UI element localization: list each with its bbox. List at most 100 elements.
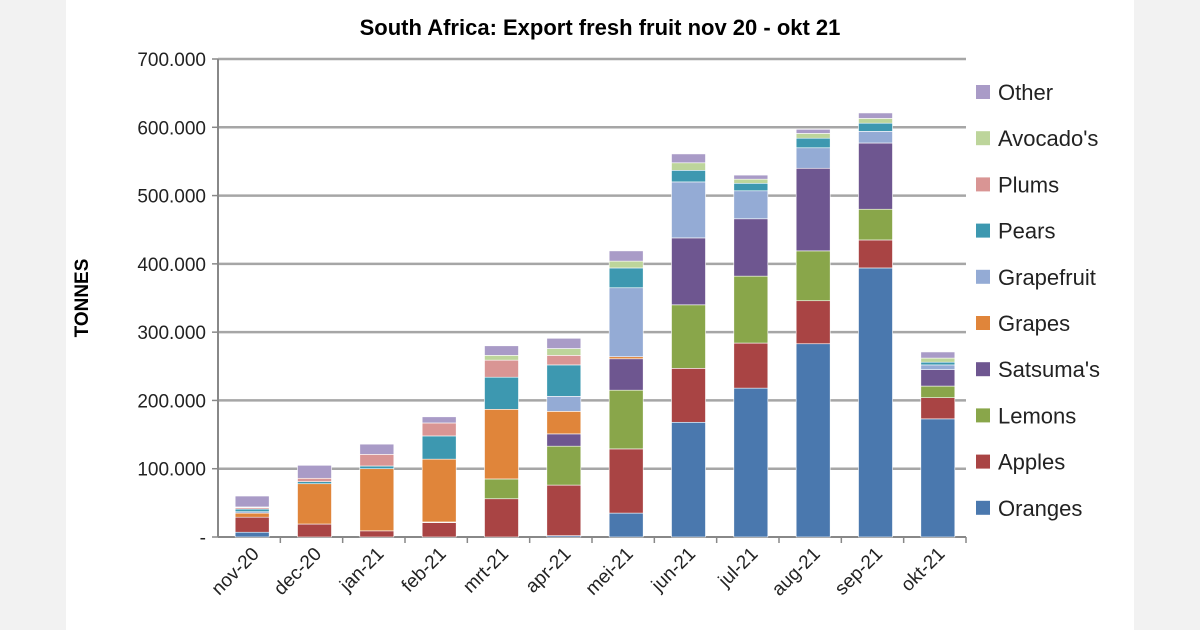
bar-segment-oranges bbox=[733, 387, 769, 538]
x-tick-label: aug-21 bbox=[768, 544, 825, 601]
bar-segment-grapes bbox=[421, 458, 457, 523]
bar-segment-grapes bbox=[297, 483, 332, 525]
legend-label: Grapes bbox=[998, 311, 1070, 336]
bar-segment-oranges bbox=[234, 531, 270, 538]
y-tick-label: 100.000 bbox=[137, 460, 206, 481]
legend-swatch bbox=[976, 362, 990, 377]
bar-segment-apples bbox=[297, 523, 332, 538]
bar-segment-apples bbox=[920, 397, 956, 420]
bar-segment-other bbox=[546, 337, 582, 349]
bar-segment-grapes bbox=[546, 411, 582, 435]
bar-segment-pears bbox=[484, 376, 519, 410]
bar-segment-pears bbox=[421, 435, 457, 460]
bar-segment-other bbox=[795, 129, 831, 134]
legend-swatch bbox=[976, 85, 990, 99]
bar-segment-lemons bbox=[546, 445, 582, 486]
bar-segment-satsumas bbox=[858, 142, 893, 210]
bar-segment-pears bbox=[671, 170, 706, 183]
bar-segment-lemons bbox=[733, 275, 769, 344]
y-axis-label: TONNES bbox=[72, 259, 93, 338]
x-tick-label: nov-20 bbox=[208, 544, 264, 600]
legend-label: Plums bbox=[998, 172, 1059, 197]
bar-segment-grapes bbox=[608, 356, 644, 360]
bar-segment-apples bbox=[733, 342, 769, 389]
bar-segment-other bbox=[484, 345, 519, 356]
bar-segment-apples bbox=[359, 530, 395, 538]
bar-segment-other bbox=[608, 250, 644, 262]
chart-title: South Africa: Export fresh fruit nov 20 … bbox=[360, 15, 841, 40]
legend-label: Other bbox=[998, 80, 1053, 105]
bar-segment-avocados bbox=[795, 133, 831, 139]
bar-segment-oranges bbox=[795, 343, 831, 538]
x-tick-label: mrt-21 bbox=[459, 544, 513, 598]
x-tick-label: dec-20 bbox=[270, 544, 326, 600]
bar-segment-lemons bbox=[671, 304, 706, 369]
bar-segment-pears bbox=[858, 122, 893, 132]
y-tick-label: 600.000 bbox=[137, 118, 206, 139]
bar-segment-satsumas bbox=[546, 433, 582, 447]
bar-segment-lemons bbox=[920, 385, 956, 398]
bar-segment-apples bbox=[608, 448, 644, 514]
bar-segment-plums bbox=[484, 359, 519, 378]
bar-segment-avocados bbox=[608, 260, 644, 269]
bar-segment-oranges bbox=[858, 267, 893, 538]
bar-segment-other bbox=[733, 174, 769, 180]
bar-segment-pears bbox=[297, 481, 332, 485]
x-tick-label: okt-21 bbox=[897, 544, 949, 596]
x-tick-label: jun-21 bbox=[647, 544, 700, 597]
bar-segment-oranges bbox=[608, 512, 644, 538]
bar-segment-avocados bbox=[484, 355, 519, 361]
y-tick-label: 400.000 bbox=[137, 255, 206, 276]
bar-segment-plums bbox=[546, 355, 582, 366]
bar-segment-pears bbox=[795, 137, 831, 149]
bar-segment-apples bbox=[546, 484, 582, 536]
bar-segment-grapes bbox=[359, 468, 395, 532]
page-margin-right bbox=[1134, 0, 1200, 630]
legend-label: Grapefruit bbox=[998, 265, 1096, 290]
bar-segment-avocados bbox=[858, 118, 893, 124]
bar-segment-other bbox=[234, 495, 270, 508]
x-tick-label: feb-21 bbox=[398, 544, 451, 597]
bar-segment-oranges bbox=[671, 421, 706, 538]
bar-segment-grapefruit bbox=[733, 190, 769, 220]
bar-segment-avocados bbox=[671, 162, 706, 171]
legend-label: Apples bbox=[998, 450, 1065, 475]
y-tick-label: 200.000 bbox=[137, 391, 206, 412]
x-tick-label: jan-21 bbox=[335, 544, 388, 597]
bar-segment-pears bbox=[546, 364, 582, 397]
bar-segment-grapefruit bbox=[671, 181, 706, 239]
bar-segment-apples bbox=[858, 239, 893, 269]
bar-segment-apples bbox=[795, 300, 831, 345]
legend-swatch bbox=[976, 500, 990, 515]
legend-swatch bbox=[976, 316, 990, 330]
bar-segment-oranges bbox=[920, 418, 956, 538]
bar-segment-avocados bbox=[733, 178, 769, 184]
bar-segment-grapes bbox=[234, 512, 270, 518]
bar-segment-pears bbox=[359, 465, 395, 470]
bar-segment-grapes bbox=[484, 409, 519, 480]
bar-segment-pears bbox=[234, 508, 270, 513]
bar-segment-plums bbox=[359, 454, 395, 467]
bar-segment-avocados bbox=[920, 357, 956, 363]
bar-segment-other bbox=[920, 351, 956, 359]
bar-segment-satsumas bbox=[608, 358, 644, 391]
page-margin-left bbox=[0, 0, 66, 630]
x-tick-label: apr-21 bbox=[522, 544, 576, 598]
y-tick-label: 700.000 bbox=[137, 50, 206, 71]
legend-swatch bbox=[976, 223, 990, 238]
bar-segment-satsumas bbox=[671, 237, 706, 306]
bar-segment-pears bbox=[733, 182, 769, 192]
legend-swatch bbox=[976, 177, 990, 192]
bar-segment-apples bbox=[671, 368, 706, 423]
bar-segment-lemons bbox=[484, 478, 519, 500]
bar-segment-grapefruit bbox=[795, 147, 831, 169]
bar-segment-plums bbox=[421, 422, 457, 437]
bar-segment-lemons bbox=[858, 208, 893, 241]
legend-label: Pears bbox=[998, 219, 1055, 244]
bar-segment-pears bbox=[920, 361, 956, 366]
bar-segment-satsumas bbox=[920, 369, 956, 387]
bar-segment-grapefruit bbox=[546, 396, 582, 412]
bar-segment-other bbox=[421, 416, 457, 424]
x-tick-label: jul-21 bbox=[714, 544, 762, 592]
